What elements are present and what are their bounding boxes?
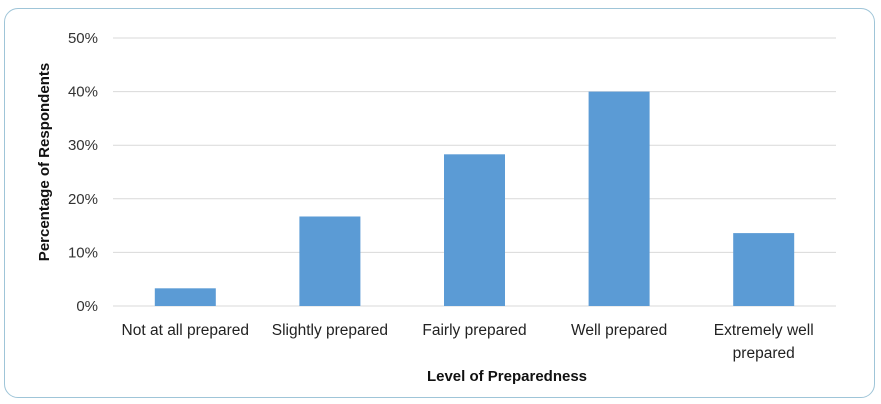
y-tick-label: 30% [68,137,98,154]
y-tick-label: 10% [68,244,98,261]
bars [154,91,795,306]
y-tick-label: 40% [68,84,98,101]
bar [299,216,361,306]
y-axis-title: Percentage of Respondents [36,63,53,261]
category-label: Well prepared [571,322,667,339]
x-axis-title: Level of Preparedness [427,368,587,385]
bar [588,91,650,306]
chart-frame [4,8,875,398]
category-label: Extremely well prepared [714,322,814,362]
y-tick-label: 0% [76,298,98,315]
y-tick-label: 20% [68,191,98,208]
category-label: Fairly prepared [422,322,526,339]
gridlines [113,37,836,307]
bar [154,288,216,306]
category-labels: Not at all prepared Slightly prepared Fair… [122,322,814,362]
bar [444,154,505,306]
category-label: Slightly prepared [272,322,388,339]
bar [733,233,795,306]
y-tick-label: 50% [68,30,98,47]
y-tick-labels: 0% 10% 20% 30% 40% 50% [68,30,98,315]
category-label: Not at all prepared [122,322,250,339]
